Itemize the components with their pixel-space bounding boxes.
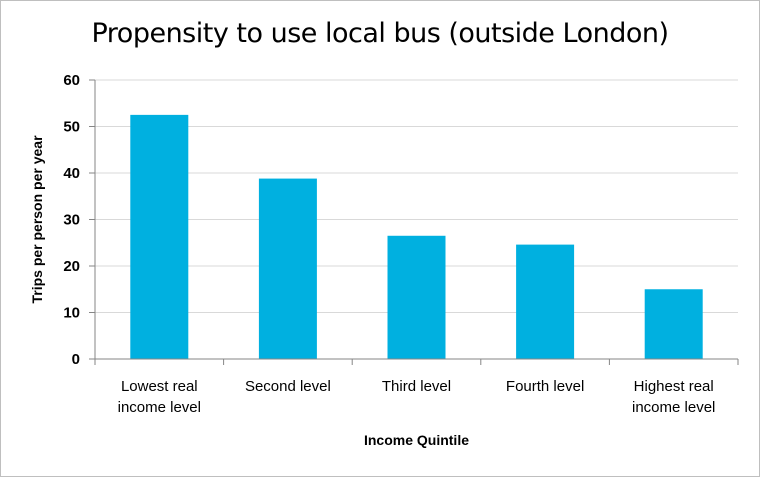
x-tick-label: Highest real income level	[632, 378, 715, 416]
x-tick-label: Lowest real income level	[118, 378, 201, 416]
x-tick-label: Second level	[245, 378, 331, 395]
y-tick-label: 60	[63, 72, 80, 89]
x-axis-title: Income Quintile	[364, 432, 469, 448]
y-axis-title: Trips per person per year	[29, 135, 45, 304]
y-tick-label: 50	[63, 119, 80, 136]
axes	[89, 79, 739, 365]
x-tick-labels: Lowest real income level Second level Third…	[118, 378, 716, 416]
bar	[644, 289, 703, 359]
y-tick-label: 40	[63, 165, 80, 182]
bar	[258, 178, 317, 359]
bars	[130, 114, 703, 359]
chart-title: Propensity to use local bus (outside Lon…	[91, 18, 669, 49]
y-tick-label: 30	[63, 212, 80, 229]
bar	[387, 235, 446, 359]
y-tick-label: 0	[72, 351, 80, 368]
x-tick-label: Third level	[382, 378, 451, 395]
y-tick-labels: 0 10 20 30 40 50 60	[63, 72, 80, 368]
x-tick-label: Fourth level	[506, 378, 584, 395]
bar	[516, 244, 575, 359]
y-tick-label: 10	[63, 305, 80, 322]
bar	[130, 114, 189, 359]
y-tick-label: 20	[63, 258, 80, 275]
